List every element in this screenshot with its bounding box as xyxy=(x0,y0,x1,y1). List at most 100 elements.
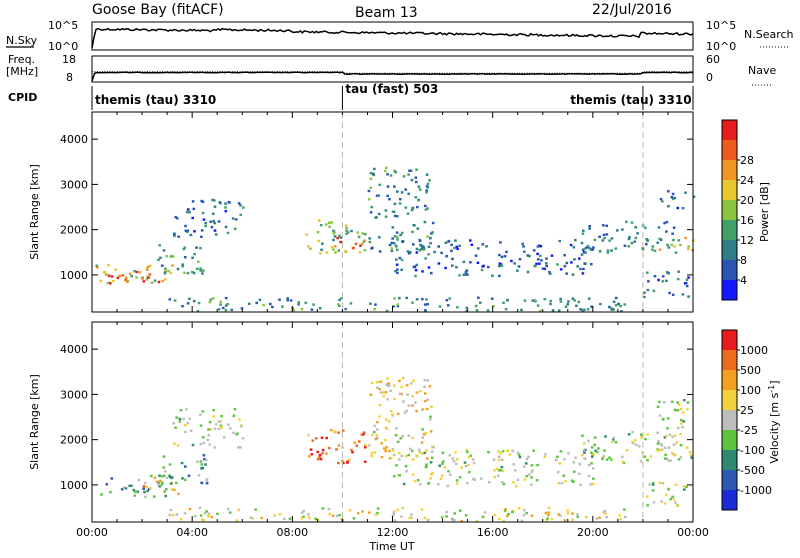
range-gate-cell xyxy=(588,225,591,228)
range-gate-cell xyxy=(148,487,152,490)
range-gate-cell xyxy=(465,269,469,272)
range-gate-cell xyxy=(364,446,367,449)
range-gate-cell xyxy=(431,221,435,225)
range-gate-cell xyxy=(670,243,673,247)
range-gate-cell xyxy=(612,308,615,311)
range-gate-cell xyxy=(653,275,657,278)
range-gate-cell xyxy=(648,483,652,486)
range-gate-cell xyxy=(493,513,497,516)
range-gate-cell xyxy=(358,440,361,443)
range-gate-cell xyxy=(511,510,514,514)
range-gate-cell xyxy=(576,513,579,516)
range-gate-cell xyxy=(278,298,281,301)
range-gate-cell xyxy=(181,263,185,266)
range-gate-cell xyxy=(564,480,567,483)
range-gate-cell xyxy=(391,514,395,517)
range-gate-cell xyxy=(236,432,239,435)
range-gate-cell xyxy=(636,232,639,235)
range-gate-cell xyxy=(318,455,321,459)
range-gate-cell xyxy=(652,501,656,504)
range-gate-cell xyxy=(153,476,157,479)
range-gate-cell xyxy=(474,304,478,308)
range-gate-cell xyxy=(602,233,606,237)
range-gate-cell xyxy=(503,509,507,512)
range-gate-cell xyxy=(614,304,618,307)
range-gate-cell xyxy=(502,482,506,486)
range-gate-cell xyxy=(539,245,543,248)
range-gate-cell xyxy=(539,309,542,313)
range-gate-cell xyxy=(479,301,482,304)
range-gate-cell xyxy=(307,513,310,516)
range-gate-cell xyxy=(501,481,504,484)
range-gate-cell xyxy=(663,502,667,505)
range-gate-cell xyxy=(320,248,323,251)
range-gate-cell xyxy=(424,204,427,208)
range-gate-cell xyxy=(363,239,366,242)
range-gate-cell xyxy=(401,231,404,235)
range-gate-cell xyxy=(421,270,424,273)
range-gate-cell xyxy=(451,257,454,261)
range-gate-cell xyxy=(518,258,522,261)
range-gate-cell xyxy=(427,253,430,256)
colorbar-swatch xyxy=(722,410,737,431)
range-gate-cell xyxy=(376,511,379,515)
range-gate-cell xyxy=(122,486,126,489)
range-gate-cell xyxy=(204,224,207,228)
colorbar-swatch xyxy=(722,160,737,181)
range-gate-cell xyxy=(116,276,120,280)
range-gate-cell xyxy=(643,455,647,458)
range-gate-cell xyxy=(286,299,289,302)
range-gate-cell xyxy=(184,256,187,259)
range-gate-cell xyxy=(651,489,655,492)
power-y-axis: 1000 2000 3000 4000 xyxy=(60,112,694,312)
range-gate-cell xyxy=(384,438,387,442)
range-gate-cell xyxy=(669,497,672,501)
range-gate-cell xyxy=(398,392,402,395)
range-gate-cell xyxy=(377,194,380,197)
colorbar-swatch xyxy=(722,120,737,141)
range-gate-cell xyxy=(415,391,419,394)
range-gate-cell xyxy=(511,449,515,453)
range-gate-cell xyxy=(178,417,182,421)
range-gate-cell xyxy=(345,226,348,230)
range-gate-cell xyxy=(651,483,655,486)
range-gate-cell xyxy=(186,208,190,211)
freq-left-tick-top: 18 xyxy=(62,53,76,66)
time-axis-label: Time UT xyxy=(368,540,414,553)
range-gate-cell xyxy=(582,267,585,271)
noise-left-label: N.Sky xyxy=(6,34,38,47)
range-gate-cell xyxy=(145,278,148,281)
range-gate-cell xyxy=(656,442,660,445)
range-gate-cell xyxy=(286,297,289,300)
time-tick-label: 16:00 xyxy=(477,526,509,539)
range-gate-cell xyxy=(685,284,689,288)
range-gate-cell xyxy=(603,449,606,452)
range-gate-cell xyxy=(201,211,205,215)
range-gate-cell xyxy=(174,215,177,219)
range-gate-cell xyxy=(564,305,568,308)
range-gate-cell xyxy=(684,236,687,240)
range-gate-cell xyxy=(203,458,206,461)
range-gate-cell xyxy=(563,458,566,461)
range-gate-cell xyxy=(448,297,452,300)
range-gate-cell xyxy=(213,205,217,208)
range-gate-cell xyxy=(239,213,242,217)
range-gate-cell xyxy=(396,268,399,271)
range-gate-cell xyxy=(684,191,687,194)
range-gate-cell xyxy=(646,433,650,436)
range-gate-cell xyxy=(475,309,479,312)
range-gate-cell xyxy=(429,415,432,418)
range-gate-cell xyxy=(210,515,214,519)
range-gate-cell xyxy=(135,270,139,274)
range-gate-cell xyxy=(453,512,456,515)
range-gate-cell xyxy=(681,207,685,210)
range-gate-cell xyxy=(212,219,215,223)
range-gate-cell xyxy=(590,446,594,449)
range-gate-cell xyxy=(200,481,203,484)
range-gate-cell xyxy=(145,268,149,271)
time-tick-label: 00:00 xyxy=(677,526,709,539)
range-gate-cell xyxy=(440,474,444,477)
range-gate-cell xyxy=(608,305,611,309)
range-gate-cell xyxy=(414,401,417,404)
range-gate-cell xyxy=(671,435,674,438)
